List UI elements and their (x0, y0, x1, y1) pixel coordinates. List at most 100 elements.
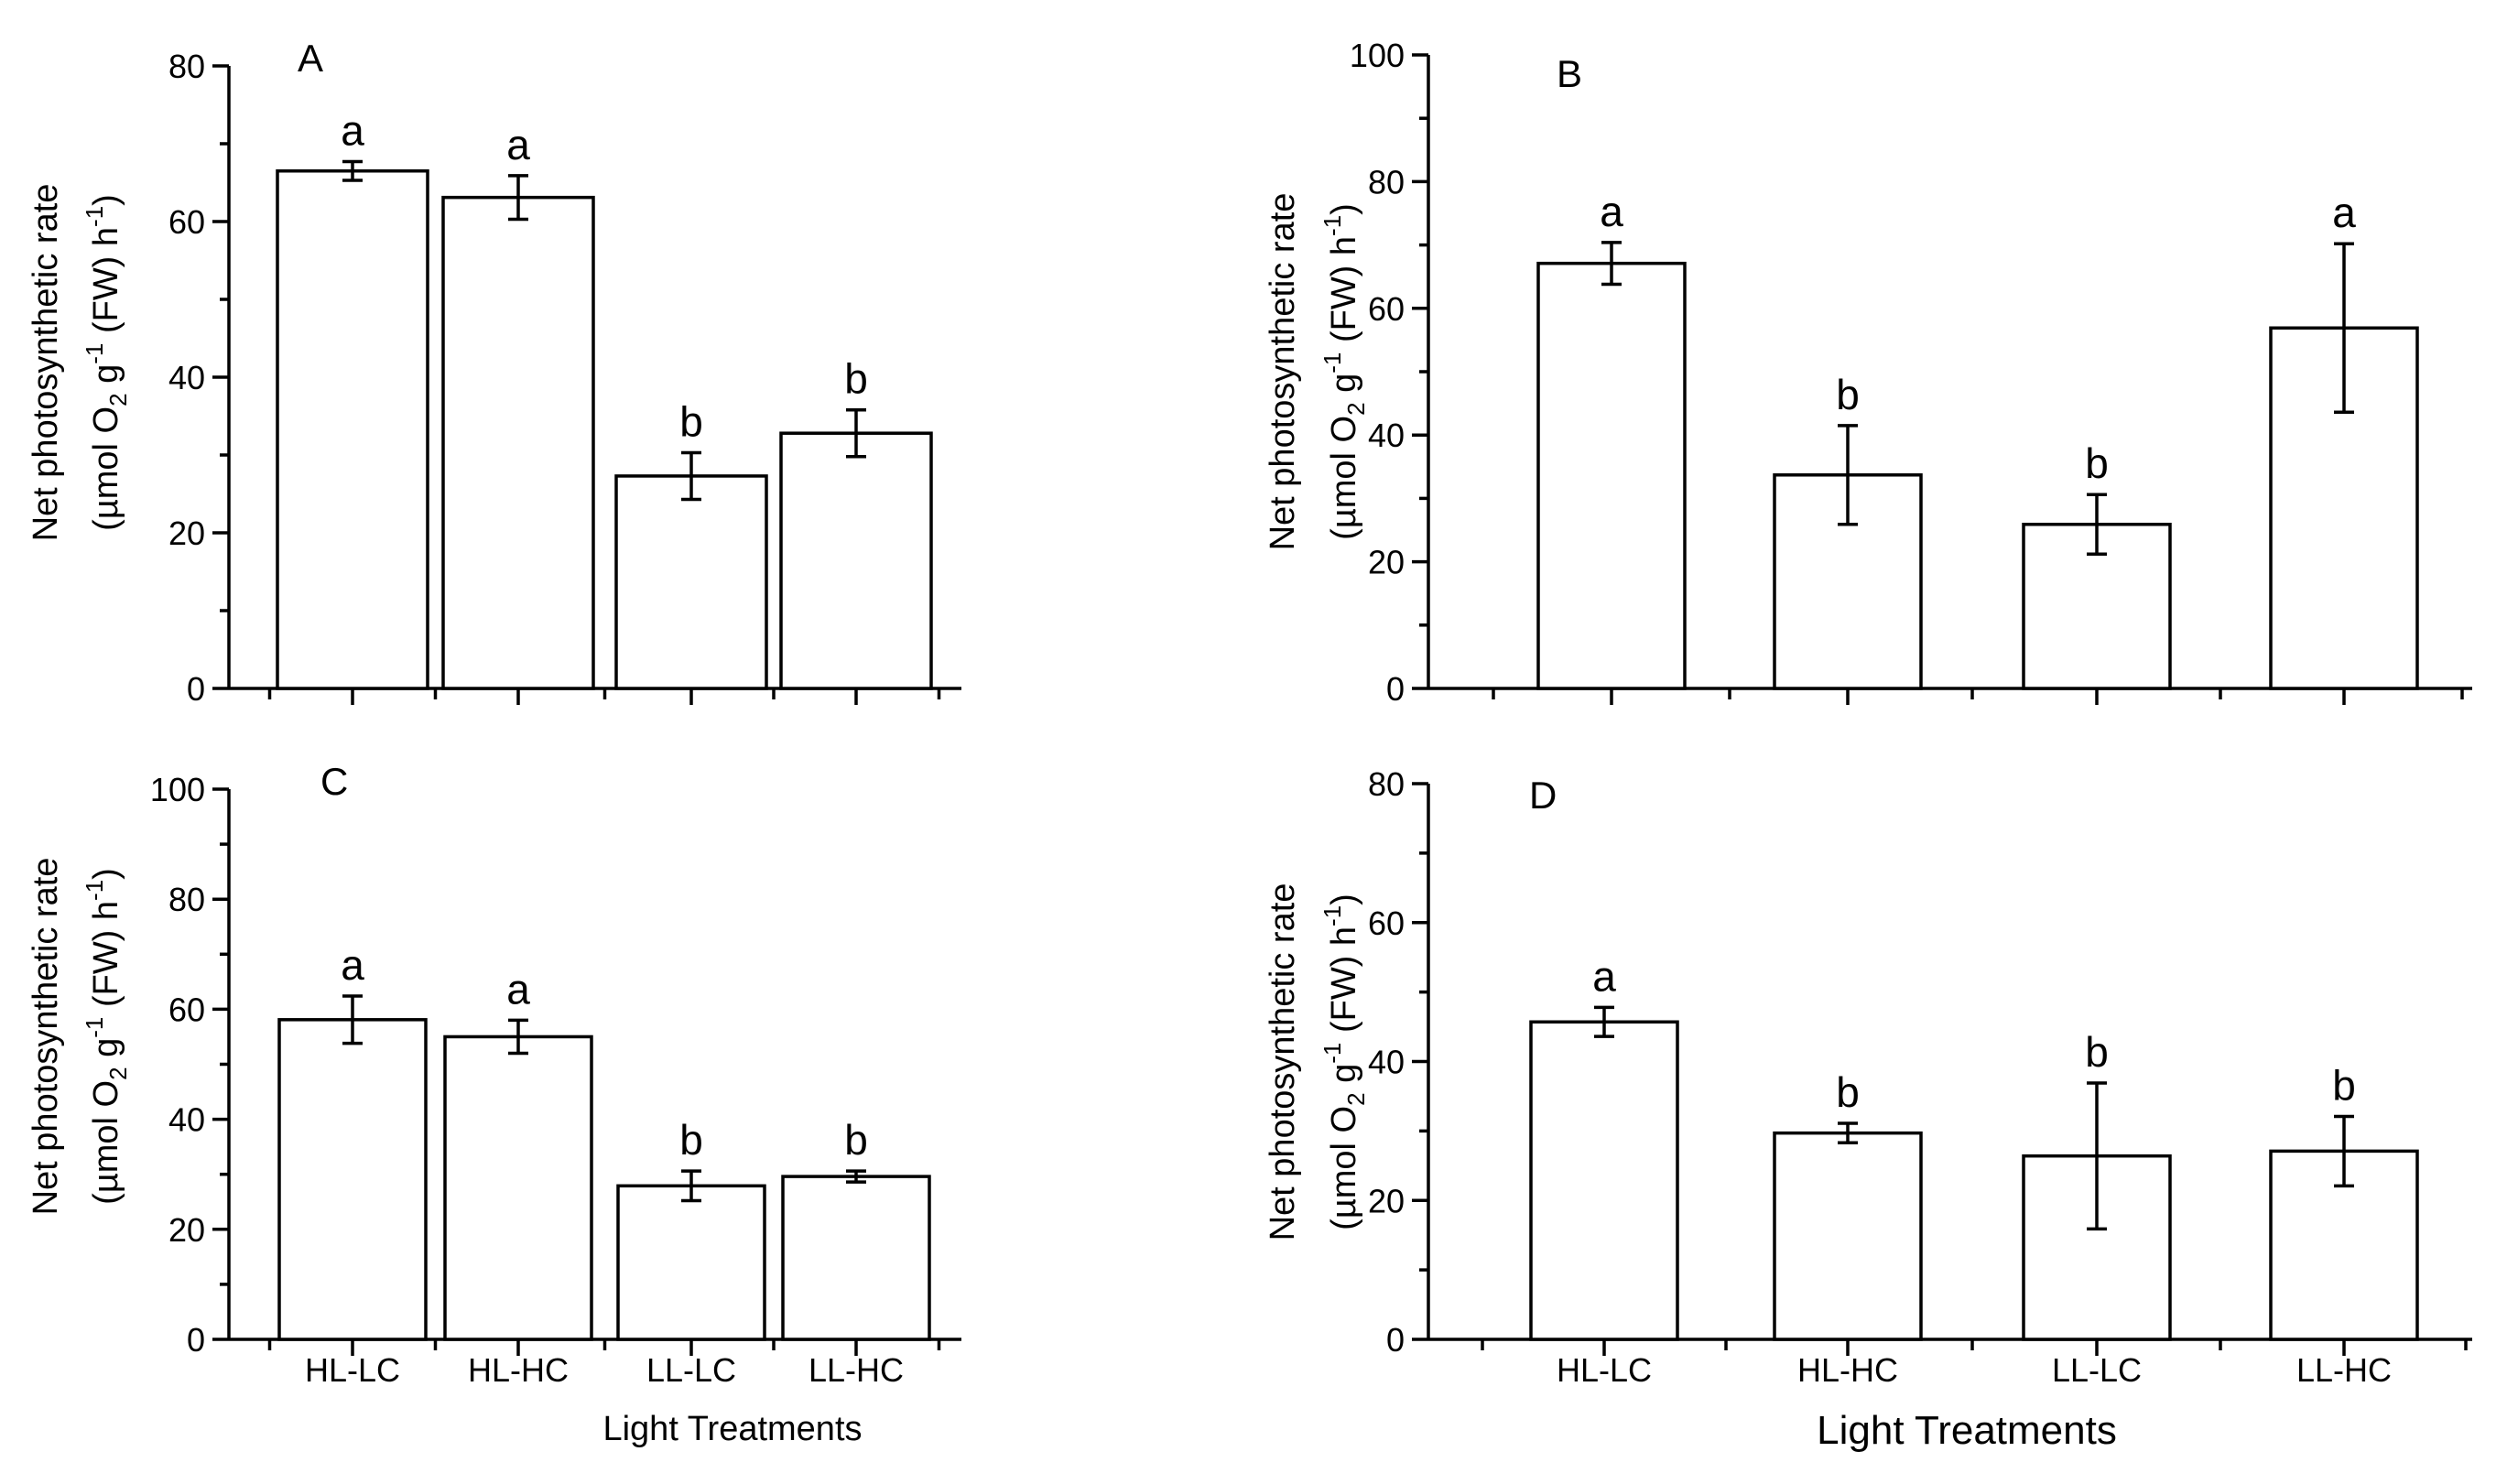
units-text: (FW) h (1325, 926, 1363, 1043)
bar-ll-hc (2269, 1149, 2419, 1341)
bar-hl-lc (1529, 1020, 1679, 1341)
y-tick-label: 100 (1350, 37, 1405, 74)
units-text: (µmol O (1325, 1106, 1363, 1230)
y-axis-units: (µmol O2 g-1 (FW) h-1) (1319, 894, 1370, 1230)
bar-hl-lc (276, 169, 429, 690)
significance-letter: b (679, 397, 703, 445)
panel-label: B (1557, 52, 1582, 95)
panel-label: A (298, 37, 323, 80)
y-axis-title: Net photosynthetic rate (27, 858, 65, 1216)
y-tick-label: 20 (1368, 544, 1405, 581)
bar-ll-lc (616, 1184, 766, 1341)
units-text: ) (1325, 894, 1363, 905)
units-subscript: 2 (104, 393, 132, 406)
x-axis-title: Light Treatments (602, 1410, 862, 1448)
units-superscript: -1 (1319, 1043, 1346, 1064)
units-text: ) (1325, 203, 1363, 215)
y-tick-label: 0 (1386, 670, 1405, 708)
units-subscript: 2 (104, 1067, 132, 1079)
y-tick-label: 80 (168, 48, 205, 85)
y-tick-label: 40 (1368, 417, 1405, 454)
bar-hl-lc (1536, 261, 1687, 690)
units-text: (µmol O (1325, 416, 1363, 540)
significance-letter: a (1592, 952, 1616, 1000)
x-category-label: LL-LC (646, 1351, 736, 1389)
units-superscript: -1 (81, 343, 108, 364)
units-superscript: -1 (81, 206, 108, 227)
y-tick-label: 80 (1368, 163, 1405, 200)
significance-letter: b (844, 1116, 868, 1164)
units-text: g (1325, 374, 1363, 403)
units-subscript: 2 (1342, 402, 1370, 415)
significance-letter: b (2085, 1028, 2109, 1076)
y-axis-title: Net photosynthetic rate (27, 184, 65, 542)
bar-ll-hc (781, 1175, 931, 1341)
bar-hl-hc (441, 195, 595, 690)
significance-letter: a (506, 965, 530, 1013)
y-tick-label: 80 (1368, 765, 1405, 803)
significance-letter: a (1600, 188, 1623, 235)
units-text: ) (87, 194, 125, 206)
y-tick-label: 100 (150, 771, 205, 808)
y-tick-label: 60 (168, 991, 205, 1028)
y-axis-units: (µmol O2 g-1 (FW) h-1) (81, 194, 132, 531)
significance-letter: b (679, 1116, 703, 1164)
units-text: (FW) h (87, 227, 125, 343)
bar-hl-hc (1773, 1131, 1923, 1341)
units-text: g (87, 364, 125, 394)
units-text: g (1325, 1064, 1363, 1093)
panel-label: D (1529, 774, 1557, 817)
significance-letter: a (341, 107, 364, 155)
units-superscript: -1 (1319, 905, 1346, 926)
y-tick-label: 80 (168, 881, 205, 918)
units-superscript: -1 (1319, 352, 1346, 374)
units-text: (FW) h (1325, 236, 1363, 352)
x-category-label: HL-LC (305, 1351, 400, 1389)
units-text: (µmol O (87, 1080, 125, 1205)
y-axis-title: Net photosynthetic rate (1264, 193, 1302, 551)
units-text: ) (87, 868, 125, 880)
x-category-label: HL-HC (468, 1351, 569, 1389)
chart-panel-d: 0 20 40 60 80 a HL-LC b HL-HC b LL-LC b LL-HC D Net ph… (1264, 765, 2472, 1453)
significance-letter: b (1836, 1068, 1860, 1116)
significance-letter: b (2085, 439, 2109, 487)
chart-panel-b: 0 20 40 60 80 100 a b b a B Net photosynthetic rate… (1264, 37, 2472, 708)
y-axis-units: (µmol O2 g-1 (FW) h-1) (81, 868, 132, 1205)
y-tick-label: 40 (168, 359, 205, 396)
chart-panel-a: 0 20 40 60 80 a a b b A Net photosynthetic rate (µm… (27, 37, 961, 708)
units-text: g (87, 1038, 125, 1067)
y-axis-title: Net photosynthetic rate (1264, 883, 1302, 1241)
significance-letter: b (2332, 1061, 2356, 1109)
y-tick-label: 0 (1386, 1321, 1405, 1359)
significance-letter: b (844, 355, 868, 403)
units-superscript: -1 (81, 880, 108, 901)
x-axis-title: Light Treatments (1817, 1408, 2117, 1453)
y-tick-label: 60 (168, 203, 205, 241)
units-subscript: 2 (1342, 1092, 1370, 1105)
x-category-label: LL-LC (2052, 1351, 2142, 1389)
y-axis-units: (µmol O2 g-1 (FW) h-1) (1319, 203, 1370, 540)
x-category-label: LL-HC (809, 1351, 904, 1389)
x-category-label: LL-HC (2296, 1351, 2392, 1389)
y-tick-label: 40 (1368, 1044, 1405, 1081)
panel-label: C (320, 760, 348, 803)
y-tick-label: 0 (187, 1321, 205, 1359)
y-tick-label: 40 (168, 1101, 205, 1139)
bar-hl-hc (443, 1034, 593, 1341)
units-text: (µmol O (87, 406, 125, 531)
bar-ll-lc (614, 474, 768, 690)
units-superscript: -1 (1319, 215, 1346, 236)
bar-hl-lc (277, 1018, 428, 1341)
x-category-label: HL-HC (1797, 1351, 1898, 1389)
y-tick-label: 0 (187, 670, 205, 708)
y-tick-label: 20 (1368, 1182, 1405, 1219)
significance-letter: a (506, 121, 530, 168)
y-tick-label: 20 (168, 515, 205, 552)
y-tick-label: 60 (1368, 904, 1405, 942)
significance-letter: a (341, 941, 364, 989)
bar-ll-hc (779, 431, 933, 690)
units-text: (FW) h (87, 901, 125, 1017)
x-category-label: HL-LC (1557, 1351, 1652, 1389)
significance-letter: a (2332, 189, 2356, 236)
